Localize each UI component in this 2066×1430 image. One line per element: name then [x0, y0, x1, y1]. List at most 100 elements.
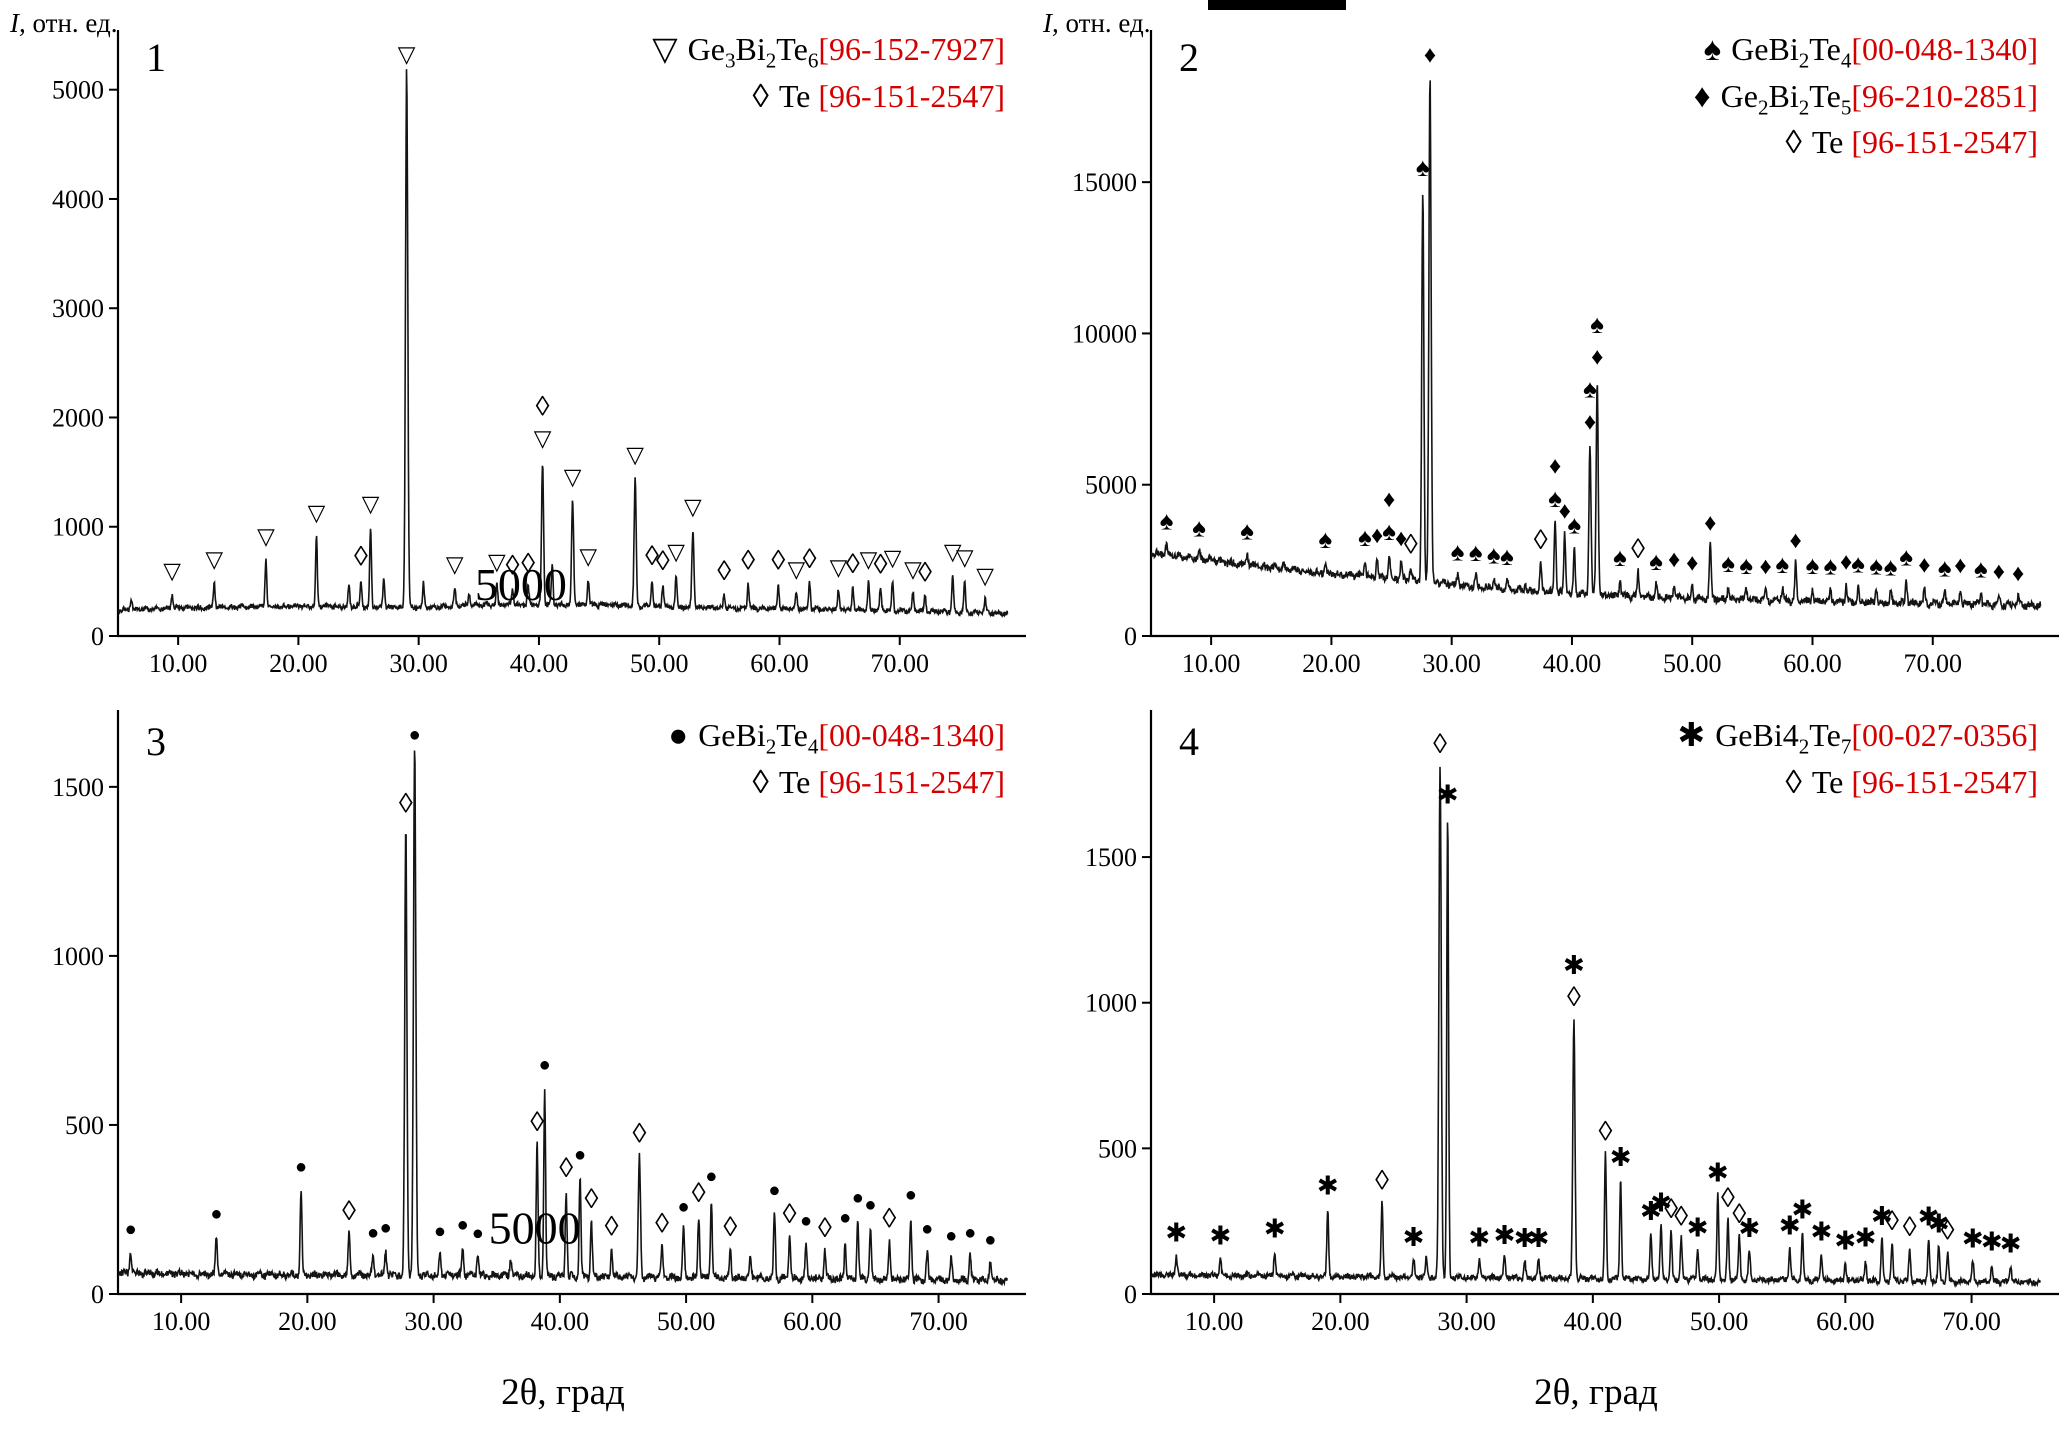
peak-marker-filled-circle-icon: ●	[964, 1222, 976, 1244]
panel-number: 4	[1179, 719, 1199, 764]
peak-marker-filled-circle-icon: ●	[125, 1219, 137, 1241]
legend-reference-code: [00-048-1340]	[1851, 31, 2038, 67]
peak-marker-spade-icon: ♠	[1500, 542, 1514, 571]
legend-filled-circle-icon: ●	[668, 718, 689, 754]
x-tick-label: 70.00	[909, 1307, 968, 1336]
peak-marker-open-diamond-icon: ◊	[1631, 534, 1645, 565]
peak-marker-open-diamond-icon: ◊	[1903, 1212, 1917, 1243]
peak-marker-open-diamond-icon: ◊	[506, 551, 520, 582]
peak-marker-open-triangle-down-icon: ▽	[163, 559, 181, 584]
peak-marker-filled-circle-icon: ●	[574, 1144, 586, 1166]
peak-marker-open-diamond-icon: ◊	[399, 789, 413, 820]
peak-marker-open-triangle-down-icon: ▽	[308, 501, 326, 526]
peak-marker-open-triangle-down-icon: ▽	[956, 545, 974, 570]
peak-marker-open-triangle-down-icon: ▽	[944, 539, 962, 564]
xrd-panel-3: 10.00 20.00 30.00 40.00 50.00 60.00 70.00 0 500 1…	[0, 706, 1033, 1424]
peak-marker-open-diamond-icon: ◊	[1404, 530, 1418, 561]
peak-marker-open-diamond-icon: ◊	[771, 546, 785, 577]
peak-marker-filled-circle-icon: ●	[800, 1210, 812, 1232]
peak-marker-open-diamond-icon: ◊	[803, 544, 817, 575]
peak-marker-asterisk-icon: ✱	[1855, 1224, 1877, 1253]
legend: ✱ GeBi42Te7[00-027-0356] ◊ Te [96-151-2547]	[1678, 714, 2038, 805]
legend-filled-diamond-icon: ♦	[1693, 78, 1711, 115]
legend-entry: ✱ GeBi42Te7[00-027-0356]	[1678, 714, 2038, 761]
y-tick-label: 5000	[52, 76, 104, 105]
scan-artifact-bar	[1208, 0, 1346, 10]
peak-marker-open-diamond-icon: ◊	[882, 1203, 896, 1234]
peak-marker-spade-icon: ♠	[1416, 153, 1430, 182]
y-tick-label: 3000	[52, 294, 104, 323]
peak-marker-spade-icon: ♠	[1318, 525, 1332, 554]
legend-phase-formula: GeBi2Te4	[1731, 31, 1852, 73]
peak-marker-open-triangle-down-icon: ▽	[626, 442, 644, 467]
x-tick-label: 20.00	[269, 649, 328, 678]
peak-marker-open-diamond-icon: ◊	[874, 550, 888, 581]
peak-marker-asterisk-icon: ✱	[1610, 1143, 1632, 1172]
y-tick-label: 500	[1098, 1134, 1137, 1163]
peak-marker-asterisk-icon: ✱	[1810, 1217, 1832, 1246]
x-tick-label: 50.00	[1690, 1307, 1749, 1336]
xrd-plot-3: 10.00 20.00 30.00 40.00 50.00 60.00 70.00 0 500 1…	[52, 710, 1026, 1336]
peak-marker-asterisk-icon: ✱	[1738, 1214, 1760, 1243]
legend-entry: ◊ Te [96-151-2547]	[652, 75, 1005, 119]
peak-marker-filled-circle-icon: ●	[705, 1166, 717, 1188]
legend-reference-code: [96-151-2547]	[1851, 763, 2038, 800]
legend-phase-formula: Te	[778, 763, 819, 800]
peak-marker-asterisk-icon: ✱	[1640, 1197, 1662, 1226]
x-tick-label: 40.00	[510, 649, 569, 678]
legend-reference-code: [96-210-2851]	[1851, 77, 2038, 114]
peak-marker-spade-icon: ♠	[1899, 543, 1913, 572]
legend-reference-code: [00-027-0356]	[1851, 717, 2038, 753]
artifact-text: 5000	[489, 1202, 581, 1253]
y-tick-label: 4000	[52, 185, 104, 214]
peak-marker-asterisk-icon: ✱	[1437, 781, 1459, 810]
peak-marker-spade-icon: ♠	[1884, 553, 1898, 582]
peak-marker-spade-icon: ♠	[1548, 484, 1562, 513]
y-tick-label: 500	[65, 1111, 104, 1140]
peak-marker-open-diamond-icon: ◊	[605, 1211, 619, 1242]
peak-marker-filled-circle-icon: ●	[457, 1214, 469, 1236]
x-axis-title: 2θ, град	[501, 1372, 625, 1413]
peak-marker-asterisk-icon: ✱	[1871, 1202, 1893, 1231]
peak-marker-filled-circle-icon: ●	[539, 1054, 551, 1076]
y-tick-label: 5000	[1085, 471, 1137, 500]
xrd-trace	[1151, 80, 2042, 612]
peak-marker-asterisk-icon: ✱	[1981, 1228, 2003, 1257]
peak-marker-open-triangle-down-icon: ▽	[884, 546, 902, 571]
legend-entry: ◊ Te [96-151-2547]	[1694, 121, 2038, 165]
x-tick-label: 20.00	[1311, 1307, 1370, 1336]
legend-reference-code: [96-152-7927]	[818, 31, 1005, 67]
x-tick-label: 60.00	[1783, 649, 1842, 678]
legend-phase-formula: GeBi42Te7	[1715, 717, 1852, 759]
xrd-plot-4: 10.00 20.00 30.00 40.00 50.00 60.00 70.00 0 500 1…	[1085, 710, 2059, 1336]
peak-marker-open-triangle-down-icon: ▽	[205, 547, 223, 572]
peak-marker-asterisk-icon: ✱	[1928, 1210, 1950, 1239]
peak-marker-asterisk-icon: ✱	[1918, 1202, 1940, 1231]
peak-marker-filled-diamond-icon: ♦	[1759, 554, 1771, 580]
peak-marker-open-triangle-down-icon: ▽	[534, 426, 552, 451]
legend: ▽ Ge3Bi2Te6[96-152-7927] ◊ Te [96-151-2547]	[652, 28, 1005, 119]
peak-marker-spade-icon: ♠	[1240, 516, 1254, 545]
peak-marker-open-diamond-icon: ◊	[342, 1196, 356, 1227]
peak-marker-spade-icon: ♠	[1869, 552, 1883, 581]
x-tick-label: 10.00	[149, 649, 208, 678]
x-tick-label: 40.00	[531, 1307, 590, 1336]
peak-marker-filled-diamond-icon: ♦	[1993, 559, 2005, 585]
peak-marker-open-diamond-icon: ◊	[818, 1213, 832, 1244]
peak-marker-filled-circle-icon: ●	[367, 1222, 379, 1244]
peak-marker-asterisk-icon: ✱	[1834, 1226, 1856, 1255]
panel-grid: 10.00 20.00 30.00 40.00 50.00 60.00 70.00 0 1000…	[0, 6, 2066, 1424]
xrd-panel-1: 10.00 20.00 30.00 40.00 50.00 60.00 70.00 0 1000…	[0, 6, 1033, 706]
peak-marker-asterisk-icon: ✱	[1563, 951, 1585, 980]
legend: ♠ GeBi2Te4[00-048-1340] ♦ Ge2Bi2Te5[96-210-…	[1694, 28, 2038, 166]
peak-marker-spade-icon: ♠	[1469, 538, 1483, 567]
peak-marker-spade-icon: ♠	[1358, 523, 1372, 552]
peak-marker-open-triangle-down-icon: ▽	[830, 555, 848, 580]
peak-marker-asterisk-icon: ✱	[1779, 1211, 1801, 1240]
peak-marker-filled-diamond-icon: ♦	[1954, 553, 1966, 579]
peak-marker-filled-diamond-icon: ♦	[1371, 523, 1383, 549]
y-tick-label: 0	[1124, 1280, 1137, 1309]
peak-marker-filled-diamond-icon: ♦	[1840, 550, 1852, 576]
peak-marker-filled-circle-icon: ●	[434, 1221, 446, 1243]
x-tick-label: 70.00	[1904, 649, 1963, 678]
